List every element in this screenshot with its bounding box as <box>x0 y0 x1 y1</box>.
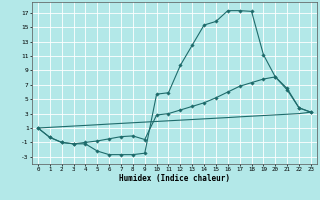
X-axis label: Humidex (Indice chaleur): Humidex (Indice chaleur) <box>119 174 230 183</box>
